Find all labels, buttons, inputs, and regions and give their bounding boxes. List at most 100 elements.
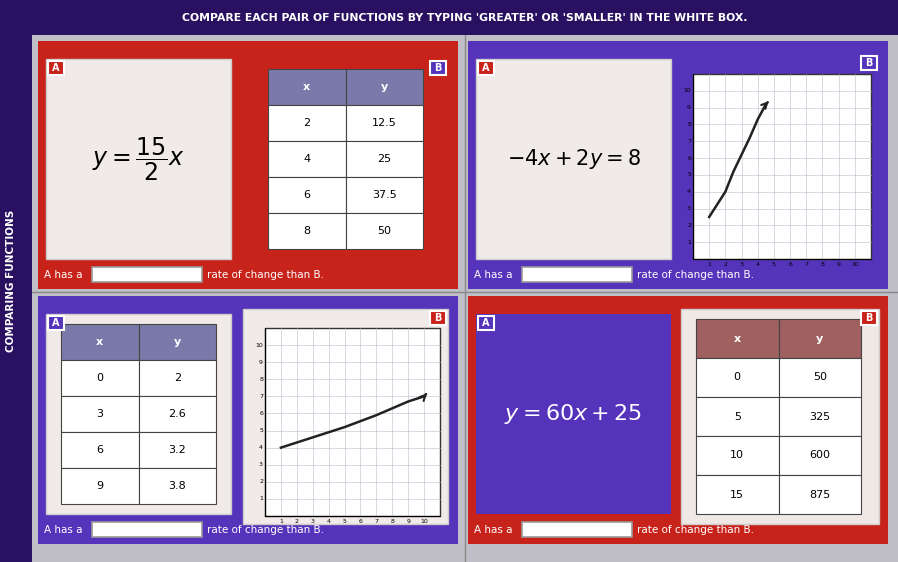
FancyBboxPatch shape	[32, 0, 898, 35]
Text: 8: 8	[687, 122, 691, 127]
FancyBboxPatch shape	[138, 324, 216, 360]
FancyBboxPatch shape	[61, 432, 138, 468]
Text: y: y	[173, 337, 180, 347]
FancyBboxPatch shape	[268, 105, 346, 141]
Text: COMPARING FUNCTIONS: COMPARING FUNCTIONS	[6, 210, 16, 352]
Text: 5: 5	[772, 262, 776, 267]
Text: 3: 3	[259, 462, 263, 467]
FancyBboxPatch shape	[861, 56, 877, 70]
FancyBboxPatch shape	[522, 522, 632, 537]
FancyBboxPatch shape	[346, 213, 423, 249]
FancyBboxPatch shape	[346, 177, 423, 213]
Text: $y = \dfrac{15}{2}x$: $y = \dfrac{15}{2}x$	[92, 135, 185, 183]
FancyBboxPatch shape	[696, 436, 779, 475]
FancyBboxPatch shape	[779, 475, 861, 514]
Text: B: B	[866, 58, 873, 68]
Text: 8: 8	[821, 262, 824, 267]
Text: 600: 600	[809, 451, 831, 460]
Text: 10: 10	[420, 519, 428, 524]
Text: 7: 7	[259, 394, 263, 399]
Text: 12.5: 12.5	[372, 118, 397, 128]
Text: 6: 6	[687, 156, 691, 161]
Text: A has a: A has a	[44, 525, 83, 535]
Text: 7: 7	[805, 262, 808, 267]
FancyBboxPatch shape	[38, 296, 458, 544]
Text: y: y	[381, 82, 388, 92]
Text: 4: 4	[327, 519, 330, 524]
Text: 1: 1	[279, 519, 283, 524]
FancyBboxPatch shape	[346, 141, 423, 177]
FancyBboxPatch shape	[696, 358, 779, 397]
Text: x: x	[734, 333, 741, 343]
FancyBboxPatch shape	[696, 475, 779, 514]
FancyBboxPatch shape	[61, 360, 138, 396]
FancyBboxPatch shape	[48, 316, 64, 330]
Text: 8: 8	[260, 377, 263, 382]
Text: 7: 7	[687, 139, 691, 144]
FancyBboxPatch shape	[265, 328, 440, 516]
Text: 6: 6	[96, 445, 103, 455]
Text: x: x	[96, 337, 103, 347]
Text: A: A	[482, 63, 489, 73]
Text: 6: 6	[788, 262, 792, 267]
FancyBboxPatch shape	[779, 358, 861, 397]
FancyBboxPatch shape	[346, 105, 423, 141]
Text: 10: 10	[683, 88, 691, 93]
Text: 4: 4	[304, 154, 311, 164]
Text: $-4x + 2y = 8$: $-4x + 2y = 8$	[506, 147, 640, 171]
Text: rate of change than B.: rate of change than B.	[637, 270, 754, 280]
Text: 4: 4	[259, 445, 263, 450]
Text: A: A	[52, 63, 60, 73]
FancyBboxPatch shape	[138, 468, 216, 504]
FancyBboxPatch shape	[681, 54, 879, 269]
FancyBboxPatch shape	[138, 432, 216, 468]
Text: 9: 9	[259, 360, 263, 365]
Text: 3: 3	[96, 409, 103, 419]
FancyBboxPatch shape	[61, 468, 138, 504]
FancyBboxPatch shape	[779, 397, 861, 436]
Text: A has a: A has a	[44, 270, 83, 280]
Text: A has a: A has a	[474, 270, 513, 280]
Text: 3.2: 3.2	[169, 445, 186, 455]
FancyBboxPatch shape	[468, 296, 888, 544]
Text: 2: 2	[295, 519, 299, 524]
FancyBboxPatch shape	[61, 396, 138, 432]
FancyBboxPatch shape	[138, 360, 216, 396]
Text: 5: 5	[343, 519, 347, 524]
FancyBboxPatch shape	[696, 397, 779, 436]
FancyBboxPatch shape	[476, 59, 671, 259]
FancyBboxPatch shape	[430, 61, 446, 75]
FancyBboxPatch shape	[138, 396, 216, 432]
FancyBboxPatch shape	[779, 319, 861, 358]
FancyBboxPatch shape	[478, 61, 494, 75]
FancyBboxPatch shape	[46, 314, 231, 514]
Text: rate of change than B.: rate of change than B.	[207, 525, 324, 535]
Text: 6: 6	[358, 519, 363, 524]
Text: 4: 4	[687, 189, 691, 194]
Text: 1: 1	[260, 496, 263, 501]
FancyBboxPatch shape	[243, 309, 448, 524]
FancyBboxPatch shape	[0, 0, 32, 562]
FancyBboxPatch shape	[243, 59, 448, 259]
Text: 50: 50	[377, 226, 392, 236]
FancyBboxPatch shape	[268, 213, 346, 249]
Text: 9: 9	[406, 519, 410, 524]
Text: y: y	[816, 333, 823, 343]
FancyBboxPatch shape	[61, 324, 138, 360]
Text: 5: 5	[260, 428, 263, 433]
Text: A: A	[52, 318, 60, 328]
Text: 10: 10	[255, 343, 263, 347]
FancyBboxPatch shape	[268, 141, 346, 177]
FancyBboxPatch shape	[478, 316, 494, 330]
Text: 1: 1	[687, 239, 691, 244]
Text: 5: 5	[687, 173, 691, 178]
Text: 15: 15	[730, 490, 744, 500]
Text: 2: 2	[724, 262, 727, 267]
Text: 5: 5	[734, 411, 741, 422]
FancyBboxPatch shape	[681, 309, 879, 524]
FancyBboxPatch shape	[92, 267, 202, 282]
Text: 0: 0	[734, 373, 741, 383]
Text: 7: 7	[374, 519, 378, 524]
Text: $y = 60x + 25$: $y = 60x + 25$	[505, 402, 643, 426]
Text: rate of change than B.: rate of change than B.	[207, 270, 324, 280]
